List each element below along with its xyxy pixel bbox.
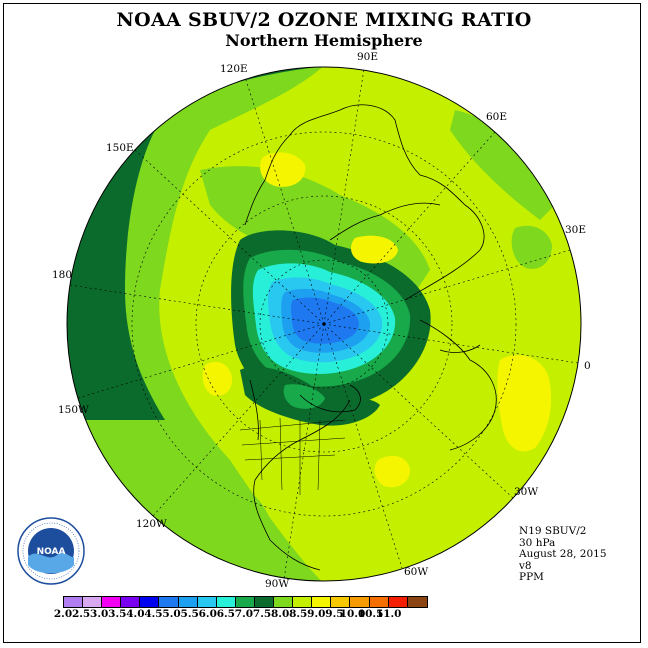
colorbar-cell (159, 597, 179, 607)
ozone-field-7-5-east (511, 225, 552, 269)
colorbar-tick-label: 9.5 (325, 608, 344, 620)
info-block: N19 SBUV/2 30 hPa August 28, 2015 v8 PPM (519, 525, 607, 584)
graticule (69, 68, 579, 580)
colorbar-cell (274, 597, 294, 607)
noaa-logo-icon: NOAA (17, 517, 85, 585)
date-label: August 28, 2015 (519, 548, 607, 560)
colorbar-cell (216, 597, 236, 607)
colorbar-cell (178, 597, 198, 607)
colorbar-tick-label: 5.5 (180, 608, 199, 620)
lon-label-30w: 30W (514, 486, 539, 498)
political-boundaries (239, 417, 346, 495)
ozone-field-7-5-south (200, 479, 270, 524)
colorbar-cell (64, 597, 84, 607)
lon-label-90e: 90E (357, 51, 379, 63)
lon-label-180: 180 (52, 269, 73, 281)
lon-label-120e: 120E (220, 63, 248, 75)
map-title: NOAA SBUV/2 OZONE MIXING RATIO (116, 9, 532, 31)
lon-label-90w: 90W (265, 578, 290, 590)
colorbar-tick-label: 8.5 (289, 608, 308, 620)
colorbar-tick-label: 7.5 (252, 608, 272, 620)
ozone-field-8-5-e (374, 455, 410, 488)
colorbar-cell (121, 597, 141, 607)
figure-border (3, 3, 641, 643)
lon-label-120w: 120W (136, 518, 167, 530)
colorbar-cell (293, 597, 313, 607)
colorbar-tick-label: 6.5 (216, 608, 235, 620)
colorbar-tick-label: 7.0 (234, 608, 254, 620)
colorbar-cell (369, 597, 389, 607)
satellite-label: N19 SBUV/2 (519, 525, 587, 537)
colorbar-tick-label: 2.0 (53, 608, 73, 620)
colorbar-cell (350, 597, 370, 607)
colorbar-cell (83, 597, 103, 607)
colorbar-cell (102, 597, 122, 607)
ozone-field-7-5-ne (450, 110, 560, 220)
pressure-level: 30 hPa (519, 536, 556, 549)
ozone-field-8-5-d (202, 361, 233, 396)
colorbar-tick-label: 10.5 (357, 608, 384, 620)
colorbar-tick-label: 3.0 (90, 608, 109, 620)
lon-label-60w: 60W (404, 566, 429, 578)
lon-label-0: 0 (584, 360, 591, 372)
colorbar (63, 596, 428, 608)
ozone-field-8-5-a (260, 152, 306, 187)
ozone-field-6-5-america (283, 384, 325, 409)
colorbar-tick-label: 4.5 (144, 608, 163, 620)
colorbar-labels: 2.0 2.5 3.0 3.5 4.0 4.5 5.0 5.5 6.0 6.5 7.0 7.5 8.0 8… (0, 608, 648, 622)
map-subtitle: Northern Hemisphere (225, 31, 423, 50)
units-label: PPM (519, 571, 544, 583)
colorbar-cell (235, 597, 255, 607)
colorbar-tick-label: 2.5 (71, 608, 91, 620)
colorbar-tick-label: 3.5 (108, 608, 127, 620)
colorbar-tick-label: 4.0 (126, 608, 145, 620)
colorbar-tick-label: 6.0 (198, 608, 217, 620)
lon-label-30e: 30E (565, 224, 587, 236)
colorbar-tick-label: 11.0 (375, 608, 402, 620)
ozone-field-8-5-c (497, 355, 552, 452)
lon-label-60e: 60E (486, 111, 508, 123)
version-label: v8 (519, 559, 532, 572)
colorbar-tick-label: 9.0 (307, 608, 326, 620)
lon-label-150w: 150W (58, 404, 89, 416)
colorbar-cell (407, 597, 427, 607)
colorbar-cell (331, 597, 351, 607)
lon-label-150e: 150E (106, 142, 134, 154)
colorbar-cell (254, 597, 275, 607)
colorbar-tick-label: 5.0 (162, 608, 181, 620)
colorbar-tick-label: 10.0 (339, 608, 366, 620)
colorbar-tick-label: 8.0 (270, 608, 290, 620)
ozone-field-8-5-b (350, 235, 398, 264)
colorbar-cell (197, 597, 217, 607)
noaa-logo-text: NOAA (37, 547, 66, 557)
hemisphere-outline (66, 66, 582, 582)
colorbar-cell (388, 597, 408, 607)
colorbar-cell (312, 597, 332, 607)
colorbar-cell (140, 597, 160, 607)
